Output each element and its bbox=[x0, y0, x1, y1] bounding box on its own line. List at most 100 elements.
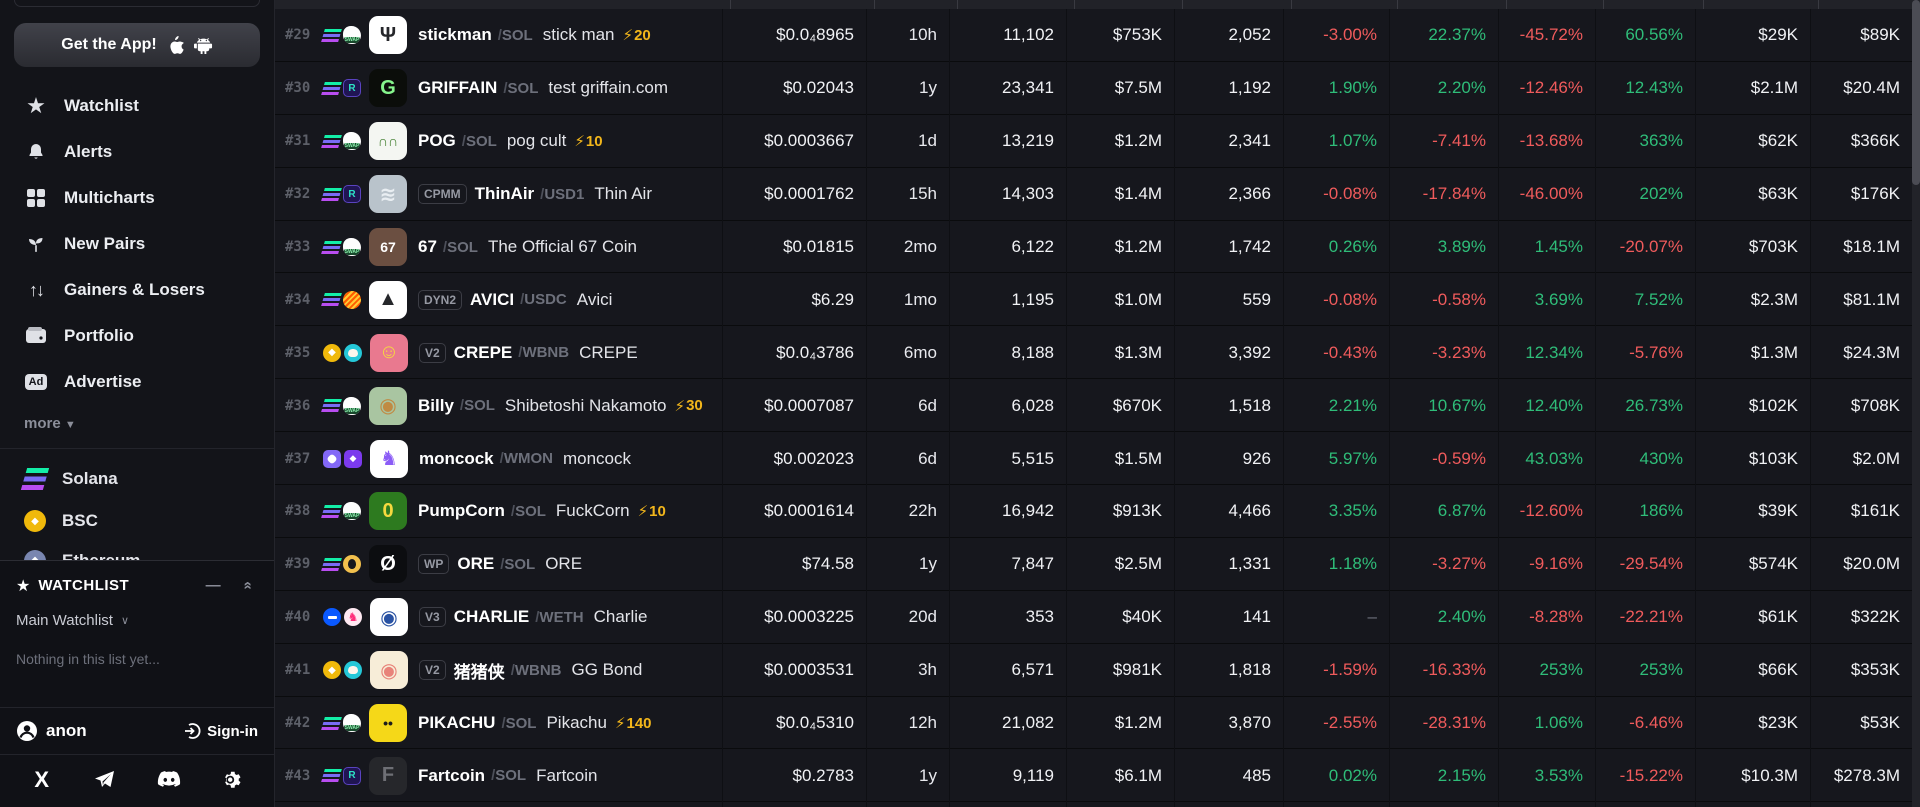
txns-cell: 353 bbox=[949, 590, 1066, 644]
sidebar-item-gainers-losers[interactable]: ↑↓ Gainers & Losers bbox=[0, 267, 274, 313]
minimize-button[interactable]: — bbox=[199, 575, 228, 596]
volume-cell: $913K bbox=[1066, 485, 1174, 538]
pair-row[interactable]: #37 ♞ moncock /WMON moncock $0.002023 6d… bbox=[275, 432, 1912, 486]
sidebar-item-portfolio[interactable]: Portfolio bbox=[0, 313, 274, 359]
price-cell: $74.58 bbox=[722, 537, 866, 591]
sidebar-item-alerts[interactable]: Alerts bbox=[0, 129, 274, 175]
quote-token: /WMON bbox=[499, 450, 553, 468]
solana-icon bbox=[20, 468, 50, 490]
settings-icon[interactable] bbox=[219, 767, 245, 793]
change-5m-cell: 1.90% bbox=[1283, 61, 1389, 115]
sidebar-item-watchlist[interactable]: ★ Watchlist bbox=[0, 83, 274, 129]
pair-row[interactable]: #36 ◉ Billy /SOL Shibetoshi Nakamoto ⚡30… bbox=[275, 379, 1912, 433]
rank-label: #36 bbox=[285, 397, 311, 414]
pumpswap-dex-icon bbox=[343, 238, 361, 256]
change-5m-cell: -0.43% bbox=[1283, 326, 1389, 380]
more-button[interactable]: more ▼ bbox=[0, 405, 274, 442]
pair-row[interactable]: #31 ∩∩ POG /SOL pog cult ⚡10 $0.0003667 … bbox=[275, 114, 1912, 168]
pair-row[interactable]: #38 0 PumpCorn /SOL FuckCorn ⚡10 $0.0001… bbox=[275, 485, 1912, 538]
chain-item-bsc[interactable]: BSC bbox=[0, 501, 274, 541]
change-5m-cell: -0.08% bbox=[1283, 273, 1389, 327]
pair-row[interactable]: #42 •• PIKACHU /SOL Pikachu ⚡140 $0.0₄53… bbox=[275, 696, 1912, 750]
liquidity-cell: $103K bbox=[1695, 432, 1810, 486]
solana-chain-icon bbox=[321, 399, 342, 413]
token-symbol: 猪猪侠 bbox=[453, 662, 505, 682]
sidebar-item-new-pairs[interactable]: New Pairs bbox=[0, 221, 274, 267]
txns-cell bbox=[949, 802, 1066, 807]
sidebar-item-multicharts[interactable]: Multicharts bbox=[0, 175, 274, 221]
change-24h-cell: 7.52% bbox=[1595, 273, 1695, 327]
quote-token: /SOL bbox=[442, 238, 478, 256]
token-symbol: POG bbox=[418, 131, 456, 151]
txns-cell: 9,119 bbox=[949, 749, 1066, 803]
scrollbar[interactable] bbox=[1912, 0, 1920, 807]
token-symbol: stickman bbox=[418, 25, 492, 45]
pair-row[interactable]: #32 ≋ CPMM ThinAir /USD1 Thin Air $0.000… bbox=[275, 167, 1912, 221]
double-chevron-up-icon: » bbox=[238, 581, 256, 590]
price-cell: $0.0003667 bbox=[722, 114, 866, 168]
token-cell: #31 ∩∩ POG /SOL pog cult ⚡10 bbox=[275, 115, 722, 168]
pair-row[interactable]: #30 G GRIFFAIN /SOL test griffain.com $0… bbox=[275, 61, 1912, 115]
pair-row[interactable]: #40 ◉ V3 CHARLIE /WETH Charlie $0.000322… bbox=[275, 590, 1912, 644]
txns-cell: 13,219 bbox=[949, 114, 1066, 168]
get-app-button[interactable]: Get the App! bbox=[14, 23, 260, 67]
pair-row[interactable]: #33 67 67 /SOL The Official 67 Coin $0.0… bbox=[275, 220, 1912, 274]
pair-row[interactable]: #34 ▲ DYN2 AVICI /USDC Avici $6.29 1mo 1… bbox=[275, 273, 1912, 327]
pair-row[interactable]: #29 Ψ stickman /SOL stick man ⚡20 $0.0₄8… bbox=[275, 9, 1912, 62]
rank-label: #41 bbox=[285, 662, 311, 679]
quote-token: /USD1 bbox=[540, 185, 585, 203]
age-cell: 2mo bbox=[866, 220, 949, 274]
liquidity-cell: $703K bbox=[1695, 220, 1810, 274]
sidebar-item-advertise[interactable]: Ad Advertise bbox=[0, 359, 274, 405]
token-name: Thin Air bbox=[594, 184, 652, 204]
scrollbar-thumb[interactable] bbox=[1912, 0, 1920, 185]
bsc-chain-icon bbox=[323, 661, 341, 680]
solana-chain-icon bbox=[321, 557, 342, 571]
pair-row[interactable]: #41 ◉ V2 猪猪侠 /WBNB GG Bond $0.0003531 3h… bbox=[275, 643, 1912, 697]
change-1h-cell: 2.40% bbox=[1389, 590, 1498, 644]
pair-row[interactable]: #43 F Fartcoin /SOL Fartcoin $0.2783 1y … bbox=[275, 749, 1912, 803]
liquidity-cell: $1.3M bbox=[1695, 326, 1810, 380]
search-box-edge[interactable] bbox=[14, 0, 260, 7]
mcap-cell: $18.1M bbox=[1810, 220, 1912, 274]
mcap-cell: $20.0M bbox=[1810, 537, 1912, 591]
get-app-label: Get the App! bbox=[61, 36, 157, 53]
pair-row[interactable]: #39 Ø WP ORE /SOL ORE $74.58 1y 7,847 $2… bbox=[275, 537, 1912, 591]
watchlist-title: WATCHLIST bbox=[38, 577, 130, 594]
rank-label: #34 bbox=[285, 291, 311, 308]
uniswap-dex-icon bbox=[344, 608, 362, 627]
telegram-icon[interactable] bbox=[92, 767, 118, 793]
quote-token: /WBNB bbox=[518, 344, 570, 362]
solana-chain-icon bbox=[321, 293, 342, 307]
price-cell: $0.0₄5310 bbox=[722, 696, 866, 750]
pair-row[interactable] bbox=[275, 802, 1912, 807]
token-name: Shibetoshi Nakamoto bbox=[504, 395, 667, 415]
txns-cell: 6,571 bbox=[949, 643, 1066, 697]
change-6h-cell: -46.00% bbox=[1498, 167, 1595, 221]
change-5m-cell: 3.35% bbox=[1283, 485, 1389, 538]
volume-cell bbox=[1066, 802, 1174, 807]
lightning-icon: ⚡ bbox=[637, 503, 649, 521]
rank-label: #29 bbox=[285, 27, 311, 44]
price-cell: $0.2783 bbox=[722, 749, 866, 803]
lightning-icon: ⚡ bbox=[614, 715, 626, 733]
token-name: Pikachu bbox=[546, 713, 607, 733]
sidebar: Get the App! ★ Watchlist Alerts Multicha… bbox=[0, 0, 275, 807]
token-name: CREPE bbox=[579, 342, 638, 362]
token-name: moncock bbox=[562, 448, 631, 468]
volume-cell: $1.3M bbox=[1066, 326, 1174, 380]
change-5m-cell: 2.21% bbox=[1283, 379, 1389, 433]
sign-in-button[interactable]: Sign-in bbox=[183, 722, 258, 740]
change-6h-cell: 12.34% bbox=[1498, 326, 1595, 380]
lightning-icon: ⚡ bbox=[622, 27, 634, 45]
liquidity-cell: $23K bbox=[1695, 696, 1810, 750]
discord-icon[interactable] bbox=[156, 767, 182, 793]
watchlist-selector[interactable]: Main Watchlist ∨ bbox=[0, 604, 274, 637]
rank-label: #30 bbox=[285, 80, 311, 97]
chain-item-solana[interactable]: Solana bbox=[0, 457, 274, 501]
x-icon[interactable]: X bbox=[34, 767, 50, 792]
pair-row[interactable]: #35 ☺ V2 CREPE /WBNB CREPE $0.0₄3786 6mo… bbox=[275, 326, 1912, 380]
collapse-button[interactable]: » bbox=[236, 575, 258, 596]
change-6h-cell: -9.16% bbox=[1498, 537, 1595, 591]
sidebar-item-label: Watchlist bbox=[64, 96, 139, 115]
